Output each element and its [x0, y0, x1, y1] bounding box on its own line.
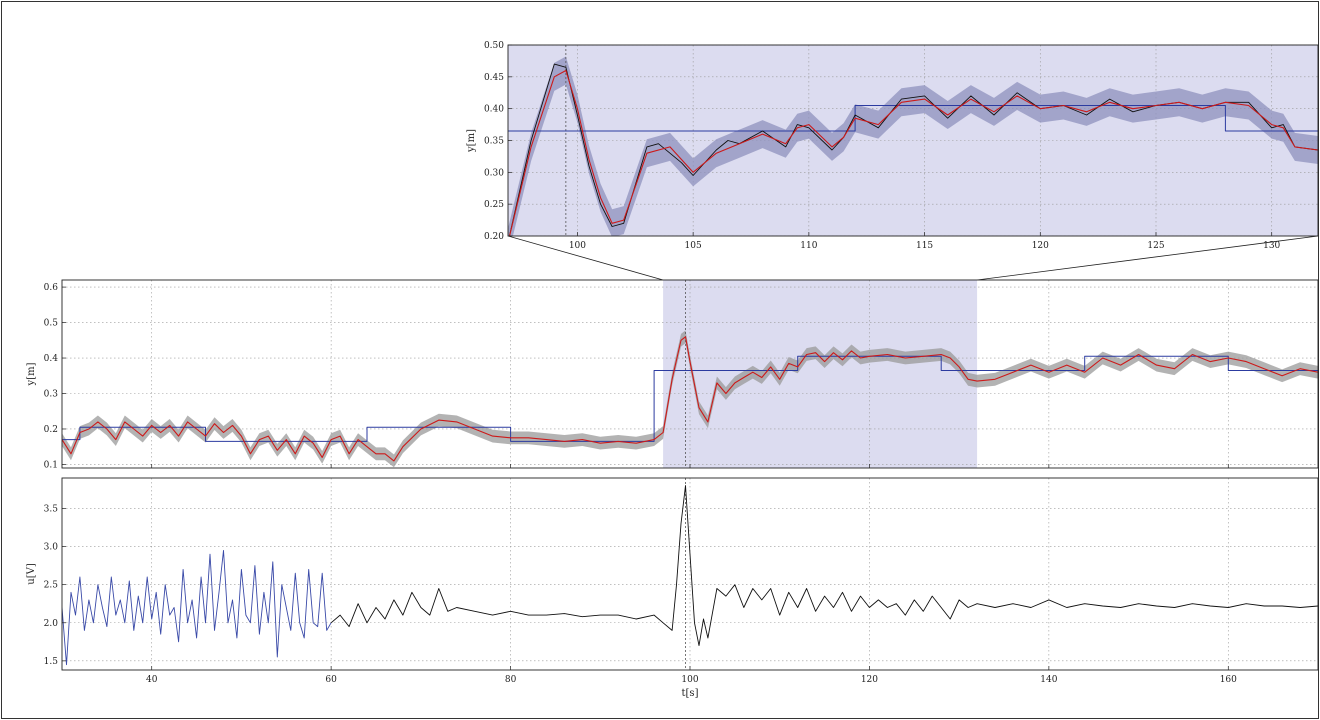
- x-axis-label: t[s]: [682, 688, 699, 699]
- y-axis-label: u[V]: [26, 563, 37, 585]
- y-tick-label: 3.0: [44, 543, 59, 553]
- y-tick-label: 1.5: [44, 657, 59, 667]
- series-input-control: [330, 485, 1318, 647]
- output-panel: 0.1 0.2 0.3 0.4 0.5 0.6 y[m]: [26, 279, 1319, 470]
- x-tick-label: 100: [681, 675, 698, 685]
- y-tick-label: 2.5: [44, 581, 59, 591]
- zoom-panel: 100 105 110 115 120 125 130 0.20 0.25 0.30 0.35 0.4…: [466, 41, 1319, 251]
- x-tick-label: 110: [800, 241, 817, 251]
- uncertainty-band: [62, 330, 1318, 468]
- y-tick-label: 0.35: [484, 137, 504, 147]
- x-tick-label: 125: [1147, 241, 1164, 251]
- y-tick-label: 0.20: [484, 232, 504, 242]
- y-tick-label: 0.25: [484, 200, 504, 210]
- y-tick-label: 0.1: [44, 460, 58, 470]
- connector-lines: [507, 235, 1319, 281]
- y-tick-label: 0.5: [44, 319, 59, 329]
- series-reference: [62, 355, 1318, 442]
- x-tick-label: 130: [1263, 241, 1280, 251]
- zoom-region-highlight: [663, 280, 978, 468]
- x-tick-label: 60: [325, 675, 337, 685]
- y-tick-label: 0.2: [44, 425, 58, 435]
- x-tick-label: 100: [569, 241, 586, 251]
- y-tick-label: 3.5: [44, 504, 59, 514]
- y-tick-label: 0.3: [44, 390, 59, 400]
- y-tick-label: 0.50: [484, 41, 504, 51]
- input-panel: 40 60 80 100 120 140 160 1.5 2.0 2.5 3.0 3.5 u[V] t[s…: [26, 477, 1319, 699]
- series-reference: [508, 105, 1318, 132]
- series-input-excitation: [62, 549, 332, 666]
- x-tick-label: 140: [1040, 675, 1057, 685]
- y-tick-label: 2.0: [44, 619, 59, 629]
- series-estimate: [508, 69, 1318, 236]
- x-tick-label: 80: [505, 675, 517, 685]
- x-tick-label: 120: [861, 675, 878, 685]
- connector-line-left: [507, 235, 664, 281]
- x-tick-label: 40: [146, 675, 158, 685]
- y-tick-label: 0.30: [484, 168, 504, 178]
- y-axis-label: y[m]: [466, 129, 477, 153]
- x-tick-label: 120: [1032, 241, 1049, 251]
- y-tick-label: 0.4: [44, 354, 59, 364]
- uncertainty-band: [508, 56, 1318, 236]
- y-axis-label: y[m]: [26, 362, 37, 386]
- series-estimate: [62, 336, 1318, 462]
- y-tick-label: 0.45: [484, 73, 504, 83]
- y-tick-label: 0.40: [484, 105, 504, 115]
- x-tick-label: 160: [1220, 675, 1237, 685]
- y-tick-label: 0.6: [44, 283, 59, 293]
- x-tick-label: 115: [916, 241, 933, 251]
- connector-line-right: [977, 235, 1319, 281]
- x-tick-label: 105: [685, 241, 702, 251]
